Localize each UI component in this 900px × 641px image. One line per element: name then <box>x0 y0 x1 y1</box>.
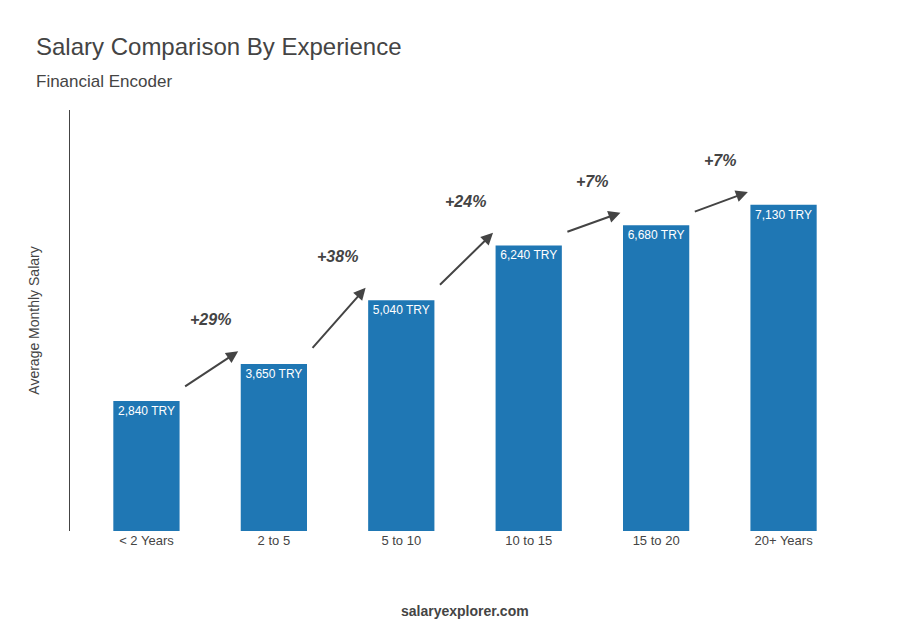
svg-text:20+ Years: 20+ Years <box>754 533 813 548</box>
svg-text:5 to 10: 5 to 10 <box>381 533 421 548</box>
svg-text:10 to 15: 10 to 15 <box>505 533 552 548</box>
svg-text:5,040 TRY: 5,040 TRY <box>373 303 430 317</box>
svg-text:Salary Comparison By Experienc: Salary Comparison By Experience <box>36 33 402 60</box>
svg-text:2 to 5: 2 to 5 <box>258 533 291 548</box>
svg-text:Average Monthly Salary: Average Monthly Salary <box>26 246 42 394</box>
svg-text:+7%: +7% <box>704 152 736 169</box>
svg-text:+7%: +7% <box>576 173 608 190</box>
svg-text:salaryexplorer.com: salaryexplorer.com <box>401 603 529 619</box>
svg-text:6,680 TRY: 6,680 TRY <box>628 228 685 242</box>
svg-text:15 to 20: 15 to 20 <box>633 533 680 548</box>
svg-text:Financial Encoder: Financial Encoder <box>36 72 172 91</box>
svg-text:+24%: +24% <box>445 193 486 210</box>
svg-text:< 2 Years: < 2 Years <box>119 533 174 548</box>
svg-text:7,130 TRY: 7,130 TRY <box>755 208 812 222</box>
svg-text:3,650 TRY: 3,650 TRY <box>245 367 302 381</box>
svg-text:2,840 TRY: 2,840 TRY <box>118 404 175 418</box>
svg-text:6,240 TRY: 6,240 TRY <box>500 248 557 262</box>
svg-text:+38%: +38% <box>317 248 358 265</box>
svg-text:+29%: +29% <box>190 311 231 328</box>
